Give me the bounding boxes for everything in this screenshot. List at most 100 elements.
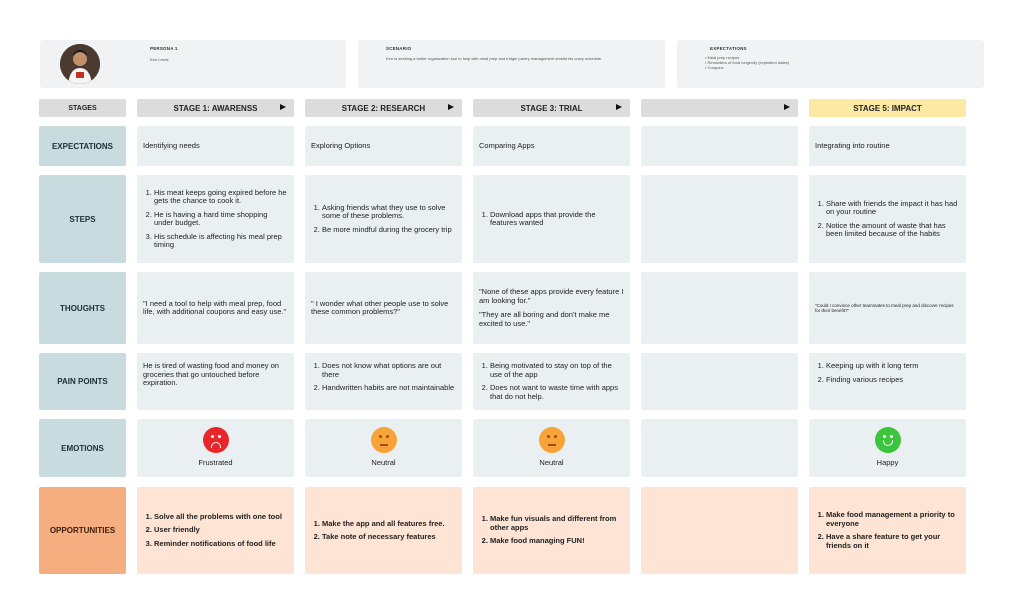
expectations-cell: Comparing Apps [473, 126, 630, 166]
emotion-label: Neutral [539, 458, 564, 467]
opportunities-cell: Make the app and all features free. Take… [305, 487, 462, 574]
play-icon[interactable] [784, 104, 790, 110]
list-item: His meat keeps going expired before he g… [154, 188, 288, 206]
opportunities-cell [641, 487, 798, 574]
emotion-label: Frustrated [198, 458, 233, 467]
stages-label: STAGES [39, 99, 126, 117]
opportunities-cell: Solve all the problems with one tool Use… [137, 487, 294, 574]
steps-cell: His meat keeps going expired before he g… [137, 175, 294, 263]
list-item: Being motivated to stay on top of the us… [490, 361, 624, 379]
row-label-opportunities: OPPORTUNITIES [39, 487, 126, 574]
row-label-pain-points: PAIN POINTS [39, 353, 126, 410]
emotion-label: Neutral [371, 458, 396, 467]
list-item: Download apps that provide the features … [490, 210, 624, 228]
expectations-card: EXPECTATIONS • Meal prep recipes • Remin… [677, 40, 984, 88]
list-item: Be more mindful during the grocery trip [322, 225, 456, 235]
emotion-label: Happy [876, 458, 899, 467]
pain-points-cell: Does not know what options are out there… [305, 353, 462, 410]
avatar-image [60, 44, 100, 84]
thought-text: "None of these apps provide every featur… [479, 287, 624, 305]
expectations-cell [641, 126, 798, 166]
expectations-card-item: • Coupons [705, 65, 724, 70]
expectations-card-list: • Meal prep recipes • Reminders of food … [705, 55, 905, 70]
stage-2-title: STAGE 2: RESEARCH [341, 103, 426, 113]
thoughts-cell: "None of these apps provide every featur… [473, 272, 630, 344]
pain-point-text: He is tired of wasting food and money on… [143, 361, 279, 387]
scenario-card: SCENARIO Ken is seeking a better organiz… [358, 40, 665, 88]
play-icon[interactable] [616, 104, 622, 110]
list-item: User friendly [154, 526, 288, 535]
list-item: Take note of necessary features [322, 532, 456, 542]
list-item: Reminder notifications of food life [154, 539, 288, 549]
thought-text: "Could I convince other teammates to mea… [815, 302, 954, 314]
expectations-cell: Exploring Options [305, 126, 462, 166]
steps-cell: Share with friends the impact it has had… [809, 175, 966, 263]
neutral-face-icon [538, 427, 565, 453]
list-item: Handwritten habits are not maintainable [322, 383, 456, 393]
avatar [60, 44, 100, 84]
expectations-cell: Integrating into routine [809, 126, 966, 166]
list-item: Make food management a priority to every… [826, 510, 960, 528]
expectations-card-label: EXPECTATIONS [710, 46, 747, 51]
opportunities-cell: Make food management a priority to every… [809, 487, 966, 574]
play-icon[interactable] [448, 104, 454, 110]
expectations-card-item: • Reminders of food longevity (expiratio… [705, 60, 790, 65]
opportunities-cell: Make fun visuals and different from othe… [473, 487, 630, 574]
neutral-face-icon [370, 427, 397, 453]
thought-text: "I need a tool to help with meal prep, f… [143, 298, 287, 316]
row-label-expectations: EXPECTATIONS [39, 126, 126, 166]
thoughts-cell: "I need a tool to help with meal prep, f… [137, 272, 294, 344]
steps-cell: Download apps that provide the features … [473, 175, 630, 263]
scenario-label: SCENARIO [386, 46, 412, 51]
list-item: Notice the amount of waste that has been… [826, 221, 960, 239]
persona-label: PERSONA 1 [150, 46, 178, 51]
play-icon[interactable] [280, 104, 286, 110]
stage-4-header[interactable] [641, 99, 798, 117]
stage-1-title: STAGE 1: AWARENSS [173, 103, 258, 113]
steps-cell [641, 175, 798, 263]
sad-face-icon [202, 427, 229, 453]
expectations-card-item: • Meal prep recipes [705, 55, 740, 60]
emotions-cell [641, 419, 798, 477]
expectations-cell: Identifying needs [137, 126, 294, 166]
thought-text: "They are all boring and don't make me e… [479, 310, 610, 328]
pain-points-cell: He is tired of wasting food and money on… [137, 353, 294, 410]
thought-text: " I wonder what other people use to solv… [311, 298, 449, 316]
list-item: Make food managing FUN! [490, 537, 624, 546]
list-item: His schedule is affecting his meal prep … [154, 232, 288, 250]
row-label-steps: STEPS [39, 175, 126, 263]
list-item: Have a share feature to get your friends… [826, 532, 960, 550]
emotions-cell: Happy [809, 419, 966, 477]
persona-card: PERSONA 1 Ken Lewis [40, 40, 346, 88]
list-item: Solve all the problems with one tool [154, 512, 288, 522]
stage-5-header[interactable]: STAGE 5: IMPACT [809, 99, 966, 117]
list-item: Asking friends what they use to solve so… [322, 203, 456, 221]
pain-points-cell: Being motivated to stay on top of the us… [473, 353, 630, 410]
thoughts-cell [641, 272, 798, 344]
stage-3-header[interactable]: STAGE 3: TRIAL [473, 99, 630, 117]
steps-cell: Asking friends what they use to solve so… [305, 175, 462, 263]
emotions-cell: Frustrated [137, 419, 294, 477]
list-item: Does not want to waste time with apps th… [490, 383, 624, 401]
stage-3-title: STAGE 3: TRIAL [520, 103, 583, 113]
happy-face-icon [874, 427, 901, 453]
pain-points-cell: Keeping up with it long term Finding var… [809, 353, 966, 410]
emotions-cell: Neutral [473, 419, 630, 477]
stage-2-header[interactable]: STAGE 2: RESEARCH [305, 99, 462, 117]
persona-name: Ken Lewis [150, 57, 169, 62]
row-label-emotions: EMOTIONS [39, 419, 126, 477]
emotions-cell: Neutral [305, 419, 462, 477]
scenario-text: Ken is seeking a better organization too… [386, 56, 603, 61]
stage-1-header[interactable]: STAGE 1: AWARENSS [137, 99, 294, 117]
stage-5-title: STAGE 5: IMPACT [853, 103, 922, 113]
list-item: Finding various recipes [826, 375, 960, 385]
list-item: Share with friends the impact it has had… [826, 199, 960, 217]
row-label-thoughts: THOUGHTS [39, 272, 126, 344]
thoughts-cell: " I wonder what other people use to solv… [305, 272, 462, 344]
list-item: He is having a hard time shopping under … [154, 210, 288, 228]
thoughts-cell: "Could I convince other teammates to mea… [809, 272, 966, 344]
list-item: Keeping up with it long term [826, 361, 960, 371]
list-item: Make fun visuals and different from othe… [490, 515, 624, 532]
list-item: Does not know what options are out there [322, 361, 456, 379]
list-item: Make the app and all features free. [322, 519, 456, 529]
